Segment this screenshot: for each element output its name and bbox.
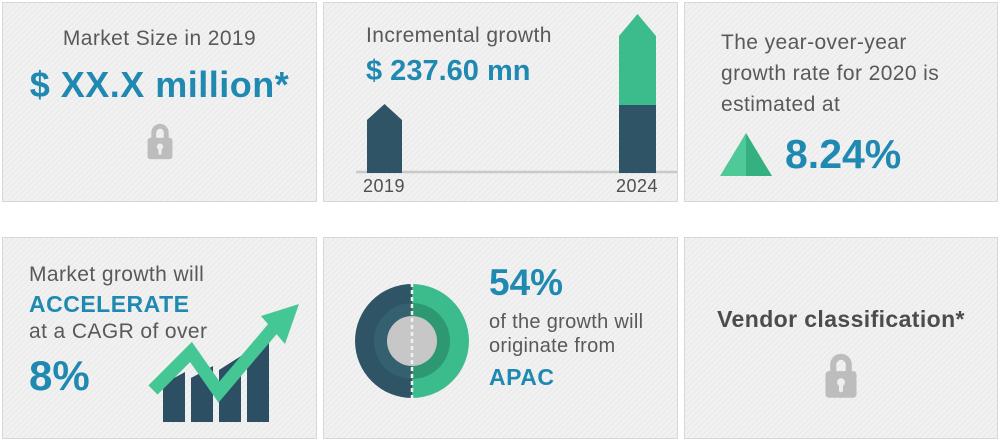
card-vendor-classification: Vendor classification* xyxy=(684,237,998,439)
card-regional-growth: 54% of the growth will originate from AP… xyxy=(323,237,678,439)
donut-chart-icon xyxy=(355,283,469,399)
cagr-line-1: Market growth will xyxy=(29,263,205,286)
incremental-growth-bar-chart-icon xyxy=(356,14,677,174)
cagr-line-2: at a CAGR of over xyxy=(29,320,208,343)
axis-label-start-year: 2019 xyxy=(362,176,406,196)
market-size-title: Market Size in 2019 xyxy=(62,27,257,50)
regional-growth-value: 54% xyxy=(489,262,564,303)
regional-growth-text: of the growth will originate from xyxy=(489,310,643,358)
regional-line-1: of the growth will xyxy=(489,311,644,333)
cagr-highlight: ACCELERATE xyxy=(29,290,190,317)
market-size-value: $ XX.X million* xyxy=(29,64,290,105)
yoy-line-1: The year-over-year xyxy=(721,31,907,54)
yoy-growth-value: 8.24% xyxy=(785,131,902,177)
lock-icon xyxy=(3,120,316,166)
card-market-size: Market Size in 2019 $ XX.X million* xyxy=(2,2,317,202)
yoy-line-2: growth rate for 2020 is xyxy=(721,62,940,85)
vendor-classification-title: Vendor classification* xyxy=(717,306,965,332)
yoy-value-row: 8.24% xyxy=(720,131,901,178)
card-cagr: Market growth will ACCELERATE at a CAGR … xyxy=(2,237,317,439)
yoy-line-3: estimated at xyxy=(721,93,841,116)
incremental-growth-value: $ 237.60 mn xyxy=(366,55,531,87)
card-incremental-growth: Incremental growth $ 237.60 mn 2019 2024 xyxy=(323,2,678,202)
growth-arrow-icon xyxy=(148,304,299,422)
regional-line-2: originate from xyxy=(489,335,616,357)
yoy-growth-text: The year-over-year growth rate for 2020 … xyxy=(721,27,939,120)
card-yoy-growth: The year-over-year growth rate for 2020 … xyxy=(684,2,998,202)
regional-growth-region: APAC xyxy=(489,364,555,390)
incremental-growth-title: Incremental growth xyxy=(366,24,552,47)
cagr-value: 8% xyxy=(29,352,90,399)
lock-icon xyxy=(685,349,997,405)
triangle-up-icon xyxy=(720,133,772,176)
cagr-text: Market growth will ACCELERATE at a CAGR … xyxy=(29,261,207,347)
axis-label-end-year: 2024 xyxy=(615,176,659,196)
